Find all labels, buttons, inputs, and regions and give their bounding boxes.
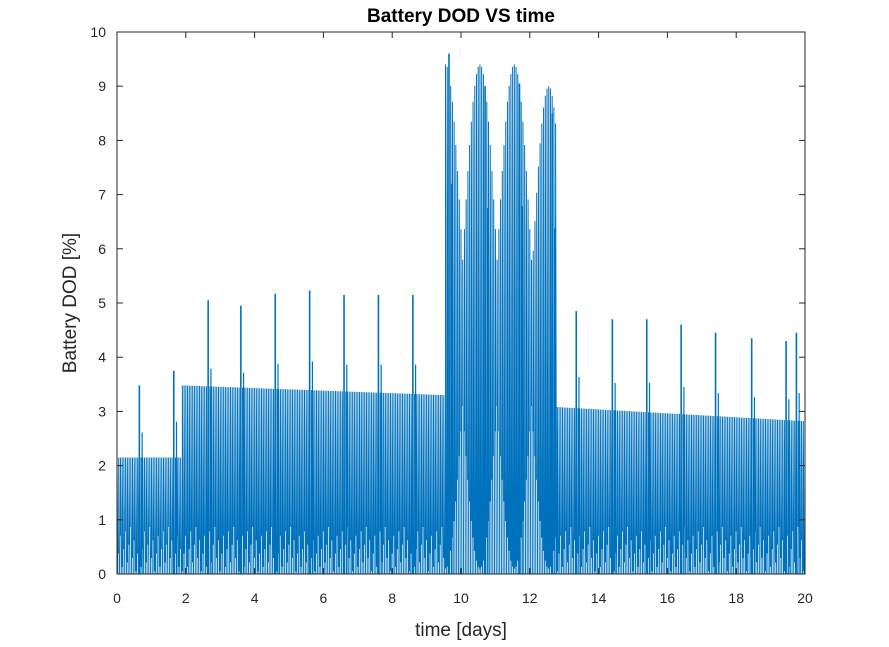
x-tick-label: 16 <box>660 590 676 606</box>
x-tick-label: 4 <box>251 590 259 606</box>
x-tick-label: 12 <box>522 590 538 606</box>
y-tick-label: 5 <box>98 295 106 311</box>
y-tick-label: 2 <box>98 458 106 474</box>
x-tick-label: 14 <box>591 590 607 606</box>
x-axis-title: time [days] <box>415 620 507 641</box>
y-tick-label: 3 <box>98 403 106 419</box>
x-tick-label: 6 <box>320 590 328 606</box>
y-axis-title: Battery DOD [%] <box>60 233 81 373</box>
x-tick-label: 10 <box>453 590 469 606</box>
y-tick-label: 4 <box>98 349 106 365</box>
y-tick-label: 6 <box>98 241 106 257</box>
series-layer <box>116 53 805 575</box>
y-tick-label: 9 <box>98 78 106 94</box>
x-tick-label: 0 <box>113 590 121 606</box>
x-tick-label: 20 <box>797 590 813 606</box>
x-tick-label: 8 <box>388 590 396 606</box>
y-tick-label: 10 <box>90 24 106 40</box>
x-tick-label: 18 <box>728 590 744 606</box>
y-tick-label: 1 <box>98 512 106 528</box>
y-tick-label: 8 <box>98 132 106 148</box>
x-tick-label: 2 <box>182 590 190 606</box>
y-tick-label: 0 <box>98 566 106 582</box>
chart-title: Battery DOD VS time <box>367 6 555 27</box>
y-tick-label: 7 <box>98 187 106 203</box>
